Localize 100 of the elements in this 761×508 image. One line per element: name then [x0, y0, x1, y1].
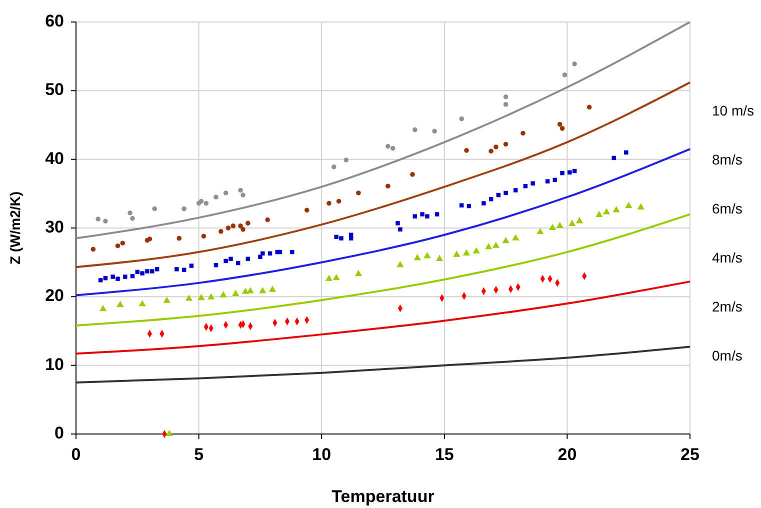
point	[602, 208, 610, 214]
point	[464, 148, 469, 153]
point	[260, 251, 265, 256]
point	[259, 287, 266, 294]
point	[560, 126, 565, 131]
point	[453, 250, 460, 257]
point	[201, 234, 206, 239]
point	[147, 236, 152, 242]
y-tick-label: 60	[45, 11, 64, 30]
point	[536, 228, 544, 234]
point	[130, 216, 135, 221]
point	[238, 224, 243, 228]
point	[503, 94, 508, 100]
point	[396, 260, 404, 268]
point	[612, 206, 620, 212]
point	[412, 214, 418, 218]
point	[488, 148, 494, 154]
line-series	[75, 346, 691, 384]
point	[472, 247, 480, 254]
point	[344, 158, 349, 162]
point	[576, 217, 584, 224]
point	[424, 252, 431, 258]
point	[482, 201, 486, 206]
point	[414, 254, 421, 260]
point	[116, 276, 120, 281]
point	[325, 274, 333, 281]
text: 6m/s	[712, 200, 742, 217]
point	[503, 102, 508, 107]
point	[198, 294, 205, 300]
point	[103, 218, 108, 224]
point	[331, 164, 336, 170]
point	[116, 300, 124, 307]
point	[420, 212, 424, 216]
point	[240, 192, 246, 198]
point	[204, 200, 209, 206]
point	[152, 206, 157, 212]
point	[488, 197, 494, 202]
point	[502, 236, 510, 244]
point	[512, 234, 520, 240]
point	[462, 249, 470, 256]
point	[150, 269, 154, 274]
point	[228, 256, 233, 262]
point	[459, 203, 464, 208]
point	[326, 200, 332, 206]
point	[163, 296, 170, 303]
point	[238, 188, 243, 193]
point	[198, 198, 204, 204]
point	[98, 278, 103, 282]
point	[154, 267, 160, 272]
point	[90, 246, 96, 252]
point	[530, 181, 535, 186]
point	[625, 202, 632, 208]
point	[120, 240, 126, 246]
point	[110, 274, 115, 279]
point	[520, 130, 526, 136]
point	[548, 224, 556, 230]
y-tick-label: 20	[45, 286, 64, 306]
line-series	[75, 213, 691, 327]
point	[612, 156, 616, 160]
series-label: 0m/s	[712, 348, 742, 364]
point	[304, 208, 310, 213]
line-series	[75, 148, 691, 296]
x-tick-label: 15	[434, 445, 454, 464]
point	[348, 236, 354, 240]
x-tick-label: 0	[71, 445, 81, 464]
line-series	[75, 280, 691, 355]
point	[223, 190, 228, 196]
point	[166, 430, 173, 436]
point	[624, 150, 628, 155]
y-axis-title: Z (W/m2/K)	[7, 191, 23, 265]
point	[99, 304, 107, 312]
x-axis-title: Temperatuur	[332, 487, 435, 506]
y-tick-label: 50	[45, 80, 64, 100]
point	[514, 188, 518, 192]
point	[224, 258, 228, 264]
point	[494, 144, 498, 150]
point	[336, 198, 342, 204]
point	[246, 287, 254, 294]
point	[386, 144, 390, 149]
point	[412, 127, 418, 132]
point	[436, 254, 444, 261]
point	[230, 224, 236, 228]
point	[637, 203, 644, 210]
point	[459, 116, 464, 122]
point	[185, 294, 193, 301]
point	[434, 212, 440, 216]
point	[208, 293, 215, 300]
point	[425, 214, 430, 218]
text: 10 m/s	[712, 102, 754, 119]
text: 8m/s	[712, 152, 742, 168]
point	[96, 216, 100, 222]
point	[396, 221, 400, 226]
point	[242, 288, 250, 294]
point	[258, 254, 262, 259]
x-tick-label: 20	[558, 445, 577, 464]
y-tick-label: 40	[45, 148, 64, 168]
y-tick-label: 10	[45, 354, 64, 374]
point	[138, 300, 146, 306]
point	[268, 286, 276, 292]
point	[226, 226, 231, 230]
